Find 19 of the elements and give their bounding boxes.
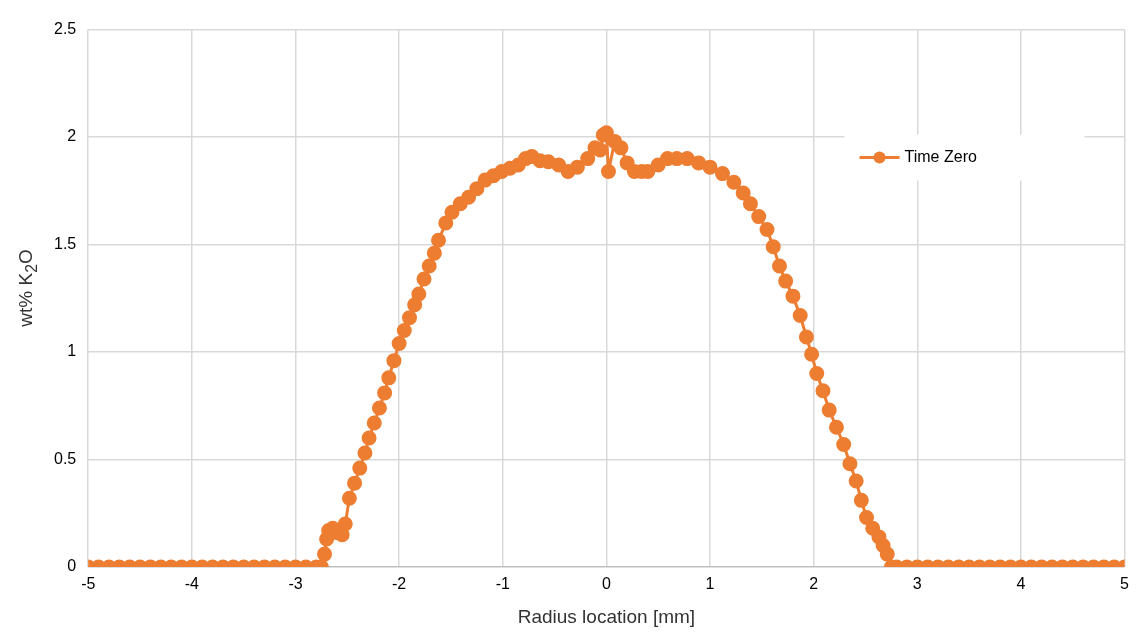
y-tick-label: 2.5: [53, 20, 77, 38]
x-tick-label: 4: [1016, 575, 1026, 593]
x-tick-label: -1: [495, 575, 510, 593]
y-tick-label: 0.5: [53, 449, 77, 467]
x-tick-label: -5: [81, 575, 96, 593]
y-tick-label: 0: [67, 557, 77, 575]
x-tick-label: 5: [1120, 575, 1130, 593]
legend-label: Time Zero: [904, 148, 977, 166]
y-tick-label: 1: [67, 342, 77, 360]
x-tick-label: -3: [288, 575, 303, 593]
x-tick-label: -2: [392, 575, 407, 593]
y-tick-label: 2: [67, 127, 77, 145]
y-tick-label: 1.5: [53, 234, 77, 252]
x-tick-label: 2: [809, 575, 819, 593]
x-tick-label: 0: [601, 575, 611, 593]
x-tick-label: -4: [184, 575, 200, 593]
x-tick-label: 1: [705, 575, 715, 593]
x-axis-title: Radius location [mm]: [517, 605, 696, 627]
x-tick-label: 3: [912, 575, 922, 593]
